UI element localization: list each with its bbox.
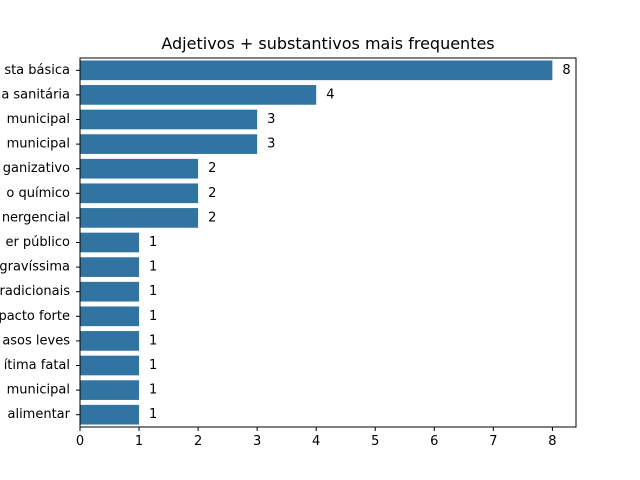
y-tick-label: ganizativo: [3, 161, 70, 176]
x-tick-label: 6: [430, 434, 438, 449]
y-tick-label: municipal: [3, 137, 70, 152]
bar: [80, 232, 140, 253]
y-tick-label: pacto forte: [0, 309, 70, 324]
y-tick-label: er público: [5, 235, 70, 250]
bar: [80, 404, 140, 425]
data-label: 1: [149, 333, 157, 348]
data-label: 3: [267, 112, 275, 127]
data-label: 1: [149, 235, 157, 250]
bar: [80, 183, 199, 204]
bar: [80, 306, 140, 327]
chart-title: Adjetivos + substantivos mais frequentes: [161, 34, 494, 53]
x-tick-label: 7: [489, 434, 497, 449]
y-tick-label: radicionais: [0, 284, 70, 299]
y-tick-label: sta básica: [4, 63, 70, 78]
data-label: 4: [326, 87, 334, 102]
x-tick-label: 8: [548, 434, 556, 449]
y-tick-label: asos leves: [2, 333, 70, 348]
data-label: 1: [149, 260, 157, 275]
data-label: 3: [267, 137, 275, 152]
y-tick-label: nergencial: [2, 210, 70, 225]
data-label: 1: [149, 358, 157, 373]
bar: [80, 257, 140, 277]
x-tick-label: 1: [135, 434, 143, 449]
x-axis: 0 1 2 3 4 5 6 7 8: [76, 427, 557, 449]
x-tick-label: 3: [253, 434, 261, 449]
x-tick-label: 5: [371, 434, 379, 449]
data-label: 2: [208, 161, 216, 176]
y-axis: sta básica a sanitária municipal municipa…: [0, 63, 80, 422]
data-label: 2: [208, 210, 216, 225]
bar: [80, 355, 140, 376]
data-label: 1: [149, 309, 157, 324]
axis-spine-left: [79, 57, 577, 428]
bar: [80, 281, 140, 302]
data-label: 1: [149, 284, 157, 299]
bar: [80, 208, 199, 228]
data-label: 8: [562, 63, 570, 78]
bar: [80, 158, 199, 179]
bars-group: [80, 60, 553, 425]
bar: [80, 60, 553, 81]
x-tick-label: 0: [76, 434, 84, 449]
y-tick-label: municipal: [3, 383, 70, 398]
x-tick-label: 2: [194, 434, 202, 449]
bar: [80, 331, 140, 351]
y-tick-label: ítima fatal: [4, 358, 70, 373]
bar: [80, 109, 258, 130]
y-tick-label: alimentar: [3, 407, 70, 422]
bar: [80, 380, 140, 400]
y-tick-label: gravíssima: [0, 260, 70, 275]
data-label: 2: [208, 186, 216, 201]
x-tick-label: 4: [312, 434, 320, 449]
y-tick-label: a sanitária: [1, 87, 70, 102]
data-label: 1: [149, 383, 157, 398]
data-label: 1: [149, 407, 157, 422]
data-labels-group: 8 4 3 3 2 2 2 1 1 1 1 1 1 1 1: [149, 63, 571, 422]
bar: [80, 134, 258, 154]
y-tick-label: municipal: [3, 112, 70, 127]
bar: [80, 85, 317, 105]
y-tick-label: o químico: [6, 186, 70, 201]
